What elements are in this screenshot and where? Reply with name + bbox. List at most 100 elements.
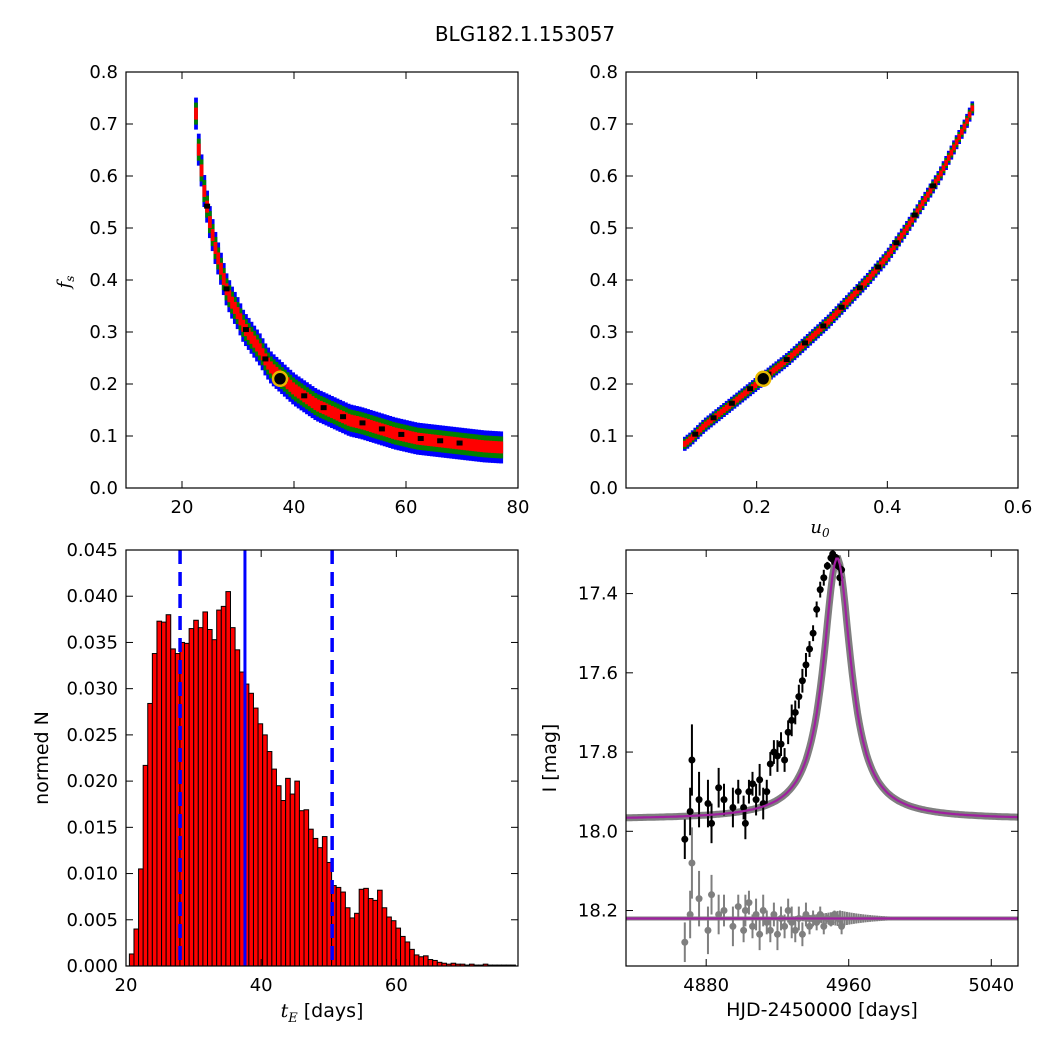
- residuals-point: [798, 930, 806, 938]
- histogram-bar: [234, 649, 241, 967]
- residuals-point: [740, 926, 748, 934]
- heatmap-cell-inner: [960, 128, 964, 135]
- heatmap-cell-inner: [897, 236, 901, 243]
- y-tick-label: 0.6: [89, 166, 118, 187]
- residuals-point: [773, 930, 781, 938]
- histogram-bar: [257, 723, 264, 967]
- heatmap-cell-inner: [235, 307, 240, 320]
- heatmap-cell-inner: [813, 330, 818, 337]
- histogram-bar: [229, 627, 236, 967]
- heatmap-cell-inner: [385, 425, 390, 438]
- heatmap-cell-inner: [463, 438, 468, 451]
- y-tick-label: 0.020: [66, 771, 118, 792]
- heatmap-cell-inner: [792, 350, 797, 357]
- heatmap-cell-inner: [213, 241, 218, 254]
- heatmap-cell-inner: [352, 415, 357, 428]
- x-axis-label-subscript: E: [287, 1011, 298, 1026]
- histogram-bar: [340, 891, 346, 967]
- data-point: [806, 645, 814, 653]
- heatmap-cell-inner: [816, 328, 820, 335]
- heatmap-cell-core: [875, 264, 882, 270]
- heatmap-cell-inner: [249, 331, 254, 344]
- heatmap-cell-inner: [474, 439, 479, 452]
- y-tick-label: 0.1: [89, 426, 118, 447]
- heatmap-cell-inner: [479, 440, 484, 453]
- heatmap-cell-inner: [207, 216, 212, 229]
- histogram-bar: [202, 611, 209, 967]
- heatmap-cell-inner: [902, 228, 907, 235]
- histogram-bar: [303, 809, 310, 967]
- heatmap-cell-inner: [745, 388, 750, 395]
- heatmap-cell-inner: [499, 441, 504, 454]
- residuals-point: [729, 922, 737, 930]
- heatmap-cell-inner: [349, 414, 354, 427]
- y-axis-label: I [mag]: [539, 724, 561, 793]
- heatmap-cell-inner: [482, 440, 487, 453]
- heatmap-cell-inner: [429, 434, 434, 447]
- data-point: [741, 819, 749, 827]
- y-tick-label: 0.0: [89, 478, 118, 499]
- heatmap-cell-inner: [907, 220, 912, 227]
- heatmap-cell-core: [204, 203, 211, 209]
- heatmap-cell-inner: [407, 430, 412, 443]
- data-point: [809, 629, 817, 637]
- heatmap-cell-inner: [371, 420, 376, 433]
- axes-frame: [125, 71, 519, 489]
- data-point: [688, 756, 696, 764]
- y-tick-label: 0.0: [589, 478, 618, 499]
- heatmap-cell-core: [728, 400, 735, 406]
- histogram-bar: [381, 907, 388, 967]
- heatmap-cell-inner: [196, 143, 201, 156]
- heatmap-cell-core: [710, 415, 717, 421]
- heatmap-cell-inner: [393, 427, 398, 440]
- heatmap-cell-core: [783, 357, 790, 363]
- y-tick-label: 0.7: [589, 114, 618, 135]
- heatmap-cell-inner: [923, 195, 928, 202]
- heatmap-cell-inner: [797, 345, 802, 352]
- heatmap-cell-inner: [779, 361, 784, 368]
- heatmap-cell-core: [223, 286, 230, 292]
- heatmap-cell-core: [911, 212, 918, 218]
- y-tick-label: 17.6: [578, 663, 618, 684]
- heatmap-cell-inner: [227, 290, 232, 303]
- histogram-bar: [128, 953, 135, 967]
- heatmap-cell-inner: [690, 434, 695, 441]
- heatmap-cell-inner: [774, 365, 779, 372]
- residuals-point: [708, 891, 716, 899]
- heatmap-cell-inner: [771, 367, 776, 374]
- residuals-point: [763, 918, 771, 926]
- x-tick-label: 0.2: [742, 497, 771, 518]
- data-point: [729, 804, 737, 812]
- histogram-bar: [358, 888, 365, 967]
- y-tick-label: 0.8: [89, 62, 118, 83]
- histogram-bar: [354, 912, 360, 967]
- residuals-point: [688, 859, 696, 867]
- heatmap-cell-inner: [818, 325, 823, 332]
- heatmap-cell-inner: [427, 433, 431, 446]
- residuals-point: [788, 918, 796, 926]
- y-tick-label: 17.8: [578, 742, 618, 763]
- axes-frame: [625, 549, 1019, 967]
- x-axis-label: tE [days]: [281, 1000, 364, 1026]
- residuals-point: [752, 910, 760, 918]
- heatmap-cell-inner: [246, 327, 251, 340]
- histogram-bar: [427, 959, 434, 967]
- x-axis-label: u0: [810, 517, 830, 540]
- heatmap-cell-inner: [327, 404, 332, 417]
- histogram-bar: [409, 948, 415, 967]
- heatmap-cell-inner: [795, 347, 799, 354]
- x-tick-label: 80: [507, 497, 530, 518]
- heatmap-cell-inner: [829, 315, 833, 322]
- histogram-bar: [367, 898, 374, 967]
- y-tick-label: 0.045: [66, 540, 118, 561]
- heatmap-cell-inner: [952, 144, 956, 151]
- y-tick-label: 18.0: [578, 821, 618, 842]
- y-tick-label: 0.2: [589, 374, 618, 395]
- histogram-bar: [252, 707, 259, 967]
- data-point: [788, 716, 796, 724]
- y-tick-label: 0.4: [589, 270, 618, 291]
- x-tick-label: 60: [385, 975, 408, 996]
- heatmap-cell-inner: [252, 335, 257, 348]
- histogram-bar: [266, 751, 273, 967]
